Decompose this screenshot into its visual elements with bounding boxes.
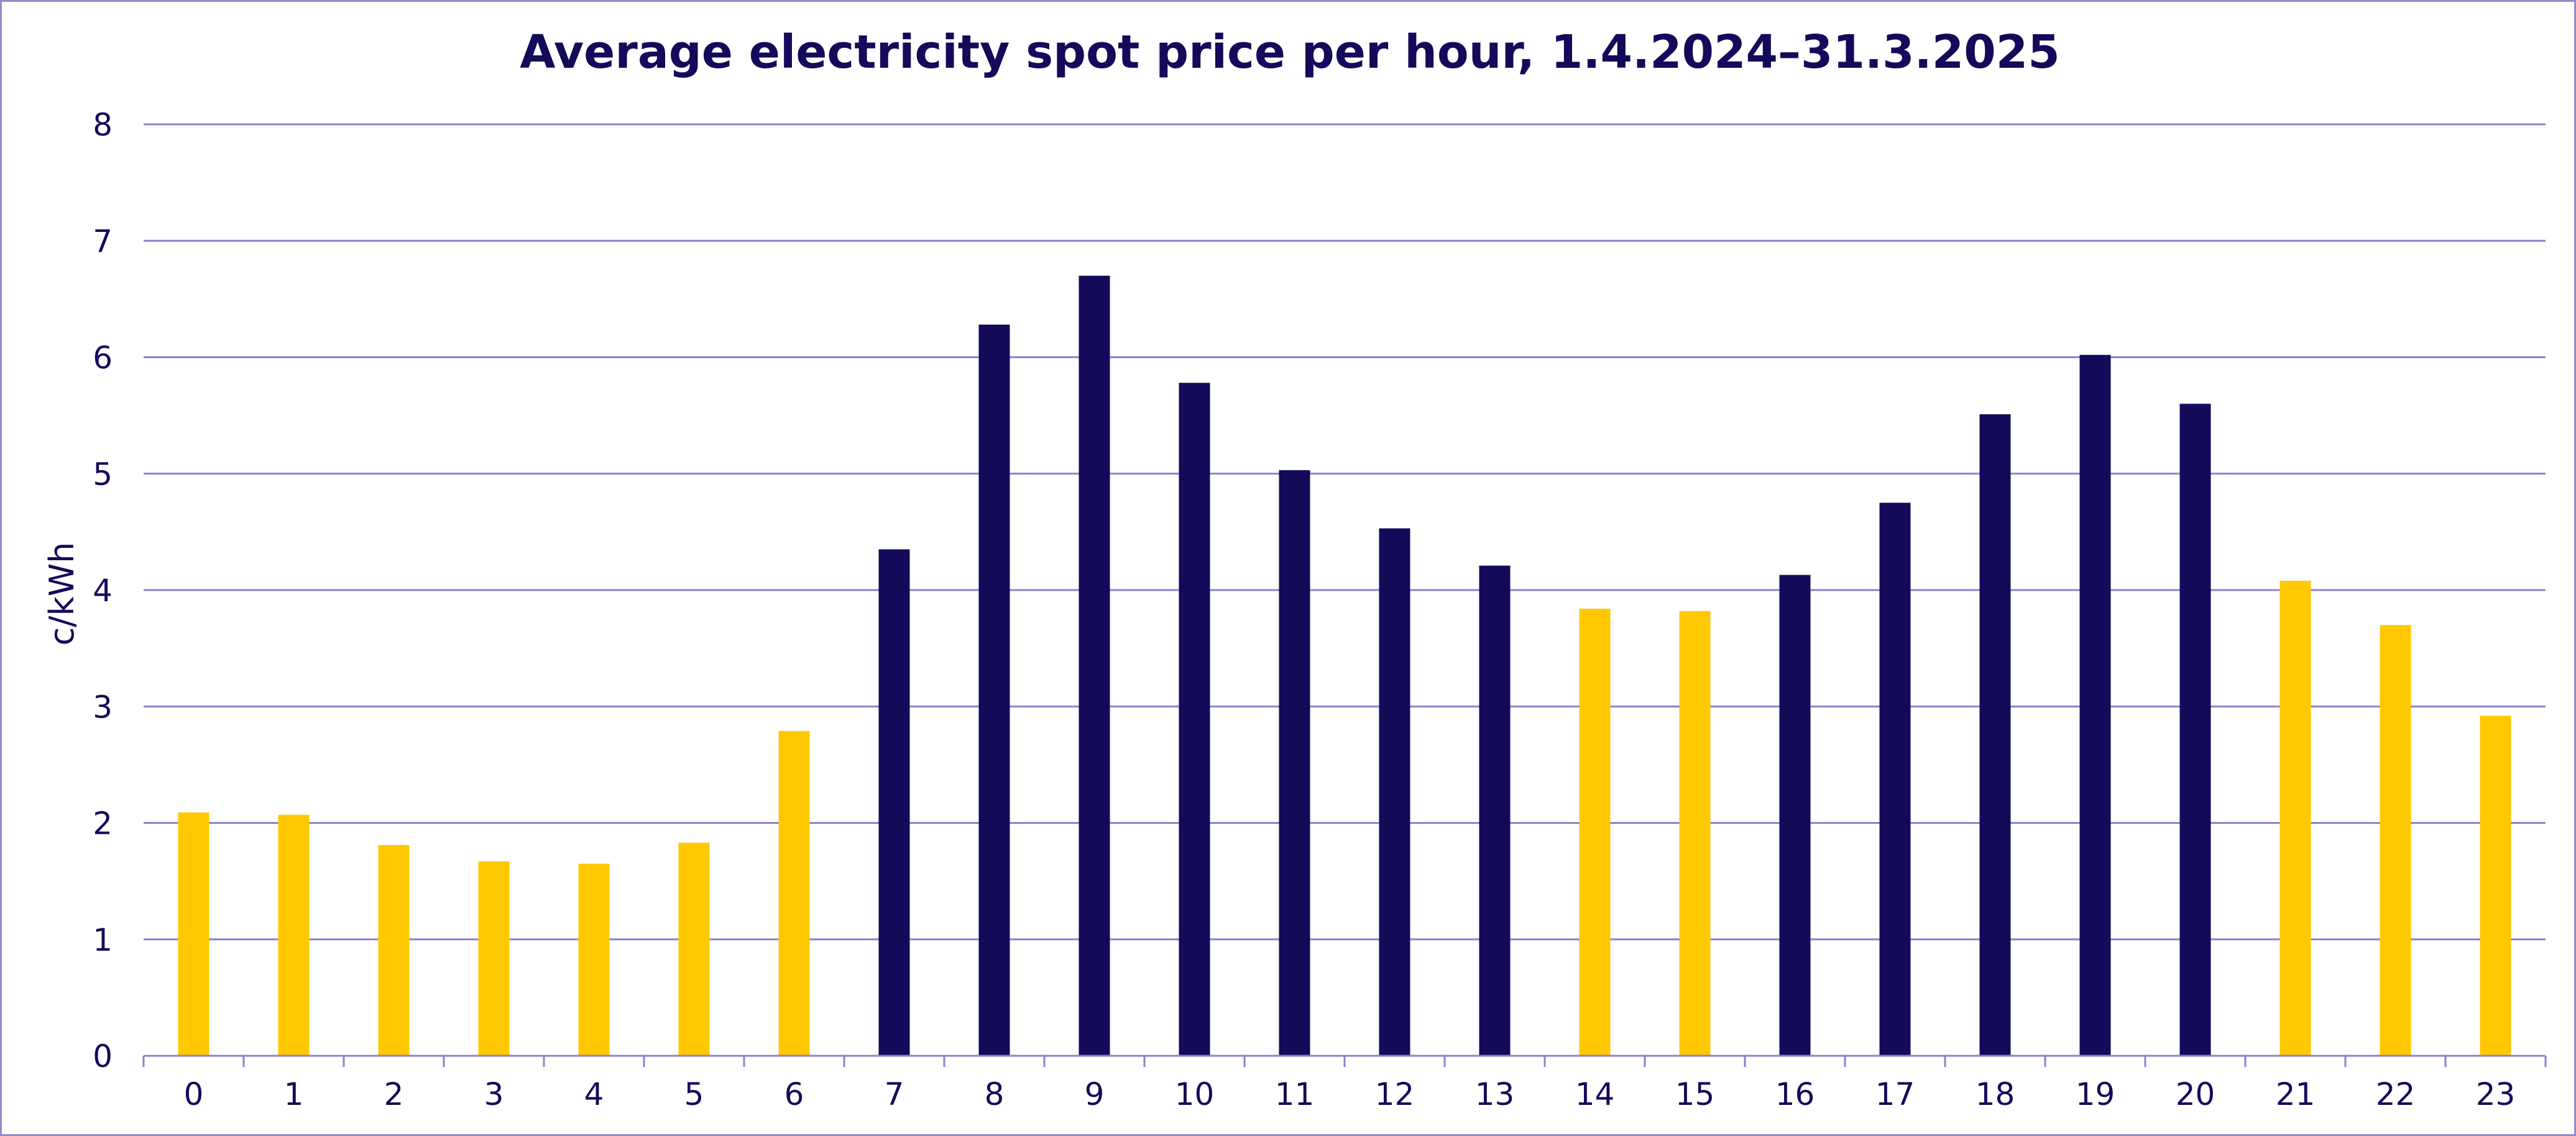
x-tick-label: 18 — [1976, 1076, 2015, 1112]
bar-hour-21 — [2279, 581, 2311, 1056]
x-tick-label: 21 — [2276, 1076, 2316, 1112]
bar-hour-9 — [1079, 275, 1110, 1056]
x-tick-label: 11 — [1275, 1076, 1315, 1112]
y-tick-label: 2 — [93, 806, 113, 842]
bar-hour-0 — [178, 812, 209, 1056]
bar-hour-12 — [1379, 528, 1410, 1056]
x-tick-label: 17 — [1875, 1076, 1915, 1112]
bars — [178, 275, 2511, 1056]
x-tick-label: 19 — [2076, 1076, 2115, 1112]
x-tick-label: 1 — [284, 1076, 304, 1112]
y-tick-label: 4 — [93, 573, 113, 609]
y-axis-title: c/kWh — [42, 542, 81, 646]
x-tick-label: 7 — [885, 1076, 904, 1112]
bar-hour-5 — [678, 843, 710, 1056]
bar-hour-8 — [978, 325, 1010, 1056]
bar-hour-1 — [278, 815, 310, 1056]
x-axis: 0 1 2 3 4 5 6 7 8 9 10 11 12 13 14 15 16 17 18 19 20 21 22 23 — [142, 1055, 2547, 1112]
bar-hour-11 — [1279, 470, 1310, 1056]
y-tick-label: 7 — [93, 223, 113, 259]
bar-hour-18 — [1979, 414, 2011, 1056]
y-tick-label: 1 — [93, 922, 113, 958]
chart-title: Average electricity spot price per hour,… — [520, 25, 2060, 79]
bar-hour-17 — [1879, 502, 1911, 1056]
bar-hour-16 — [1779, 575, 1811, 1056]
bar-hour-23 — [2480, 716, 2511, 1056]
x-tick-label: 13 — [1475, 1076, 1515, 1112]
y-axis: 0 1 2 3 4 5 6 7 8 — [93, 107, 113, 1074]
bar-hour-14 — [1579, 608, 1611, 1056]
bar-hour-3 — [478, 861, 510, 1056]
x-tick-label: 4 — [584, 1076, 604, 1112]
x-tick-label: 0 — [184, 1076, 204, 1112]
x-tick-label: 23 — [2476, 1076, 2516, 1112]
x-tick-label: 5 — [684, 1076, 704, 1112]
y-tick-label: 0 — [93, 1038, 113, 1074]
x-tick-label: 9 — [1085, 1076, 1105, 1112]
bar-hour-10 — [1179, 382, 1210, 1056]
x-tick-label: 15 — [1675, 1076, 1715, 1112]
x-tick-label: 6 — [784, 1076, 804, 1112]
bar-hour-13 — [1479, 565, 1511, 1056]
x-tick-label: 2 — [384, 1076, 404, 1112]
bar-hour-22 — [2380, 625, 2411, 1056]
bar-hour-7 — [878, 549, 910, 1056]
y-tick-label: 6 — [93, 340, 113, 376]
x-tick-label: 12 — [1375, 1076, 1415, 1112]
y-tick-label: 3 — [93, 689, 113, 725]
bar-hour-20 — [2179, 404, 2211, 1056]
bar-hour-2 — [378, 845, 410, 1056]
y-tick-label: 5 — [93, 456, 113, 492]
x-tick-label: 8 — [985, 1076, 1005, 1112]
bar-hour-4 — [578, 864, 610, 1056]
x-tick-label: 14 — [1575, 1076, 1615, 1112]
x-tick-label: 22 — [2376, 1076, 2416, 1112]
x-tick-label: 10 — [1175, 1076, 1215, 1112]
bar-hour-19 — [2079, 354, 2111, 1056]
x-tick-label: 20 — [2176, 1076, 2215, 1112]
bar-hour-6 — [778, 731, 810, 1056]
x-tick-label: 3 — [484, 1076, 504, 1112]
y-tick-label: 8 — [93, 107, 113, 143]
bar-hour-15 — [1679, 611, 1711, 1056]
x-tick-label: 16 — [1775, 1076, 1815, 1112]
